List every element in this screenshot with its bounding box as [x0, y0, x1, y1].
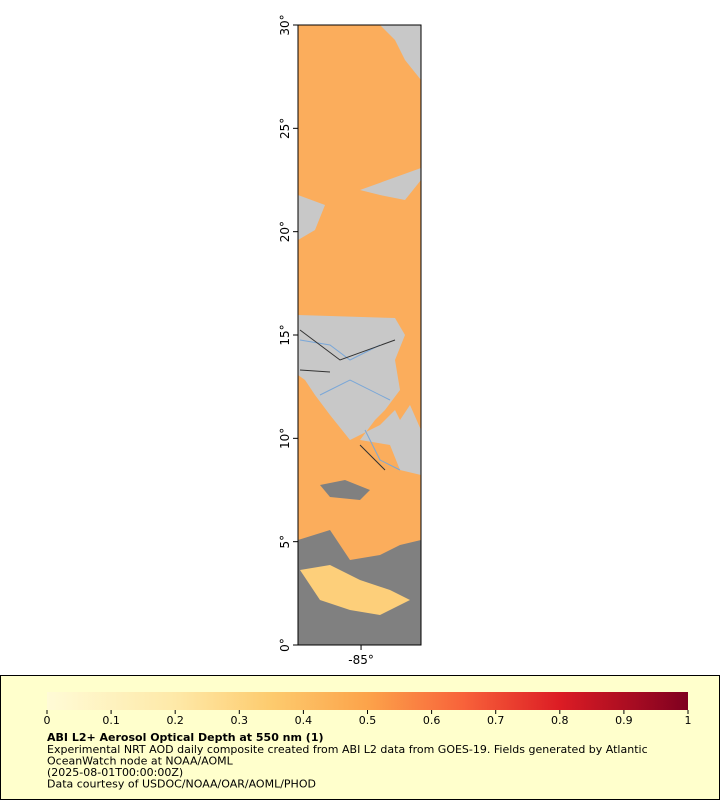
land	[298, 195, 325, 240]
land	[380, 25, 421, 80]
aod-field	[300, 565, 410, 615]
colorbar-tick-label: 0.1	[102, 714, 120, 727]
colorbar-tick-label: 0	[44, 714, 51, 727]
colorbar-tick-label: 0.6	[423, 714, 441, 727]
colorbar-tick-label: 0.4	[295, 714, 313, 727]
y-tick-label: 30°	[278, 14, 292, 35]
x-tick-label: -85°	[348, 653, 374, 667]
y-tick-label: 20°	[278, 221, 292, 242]
legend-line: Experimental NRT AOD daily composite cre…	[47, 743, 648, 756]
colorbar-tick-label: 0.9	[615, 714, 633, 727]
land	[360, 168, 421, 200]
colorbar	[47, 692, 688, 710]
legend-line: Data courtesy of USDOC/NOAA/OAR/AOML/PHO…	[47, 778, 316, 791]
no-data	[320, 480, 370, 500]
y-tick-label: 5°	[278, 535, 292, 549]
y-tick-label: 25°	[278, 118, 292, 139]
legend-title: ABI L2+ Aerosol Optical Depth at 550 nm …	[47, 731, 324, 744]
y-tick-label: 0°	[278, 638, 292, 652]
colorbar-tick-label: 0.2	[166, 714, 184, 727]
colorbar-tick-label: 0.7	[487, 714, 505, 727]
land	[298, 315, 421, 475]
colorbar-tick-label: 0.5	[359, 714, 377, 727]
border	[299, 329, 396, 471]
map-image	[297, 24, 422, 646]
legend-line: OceanWatch node at NOAA/AOML	[47, 755, 234, 768]
y-tick-label: 10°	[278, 428, 292, 449]
colorbar-tick-label: 1	[685, 714, 692, 727]
y-tick-label: 15°	[278, 324, 292, 345]
legend-line: (2025-08-01T00:00:00Z)	[47, 766, 183, 779]
colorbar-tick-label: 0.8	[551, 714, 569, 727]
colorbar-tick-label: 0.3	[231, 714, 249, 727]
river	[299, 339, 401, 471]
